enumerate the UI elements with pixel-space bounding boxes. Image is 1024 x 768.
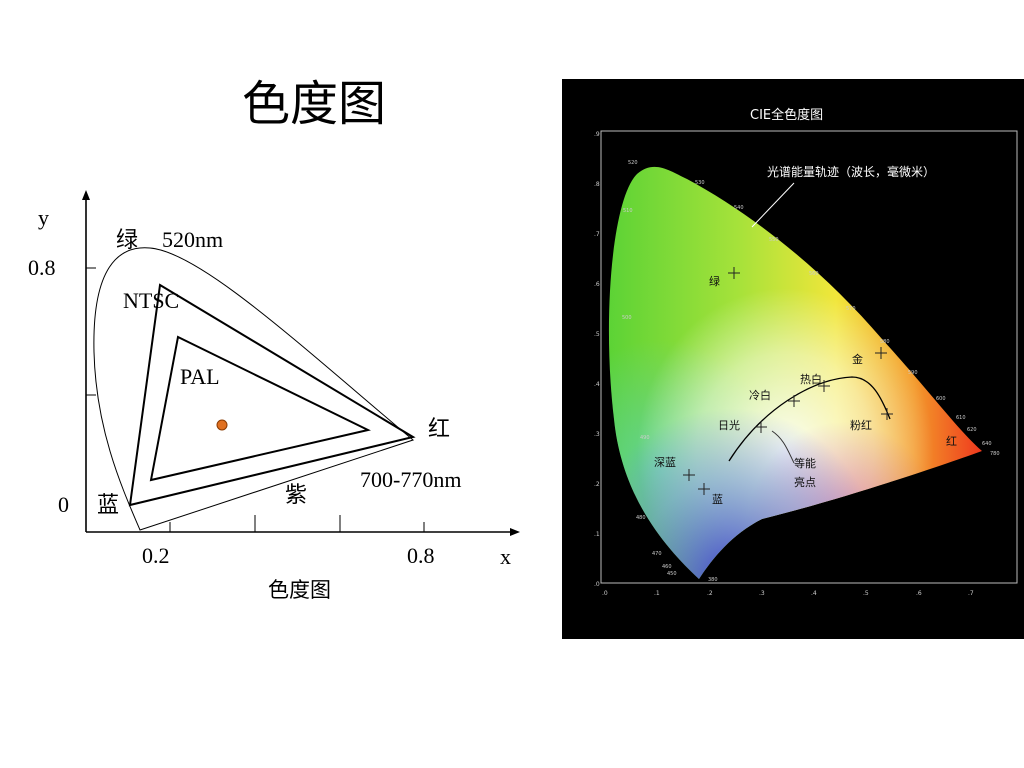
svg-text:.4: .4 <box>811 590 817 597</box>
cie-label-cool-white: 冷白 <box>749 388 771 402</box>
x-tick-label-0.8: 0.8 <box>407 543 435 568</box>
label-purple: 紫 <box>285 483 307 508</box>
diagram-caption: 色度图 <box>268 578 331 602</box>
svg-text:780: 780 <box>990 451 1000 457</box>
x-axis-arrow <box>510 528 520 536</box>
svg-text:640: 640 <box>982 441 992 447</box>
svg-text:.6: .6 <box>594 281 600 288</box>
cie-x-ticks: .0 .1 .2 .3 .4 .5 .6 .7 <box>602 590 974 597</box>
svg-text:530: 530 <box>695 180 705 186</box>
svg-text:.2: .2 <box>707 590 713 597</box>
label-red: 红 <box>428 417 450 442</box>
svg-text:.7: .7 <box>594 231 600 238</box>
svg-text:380: 380 <box>708 577 718 583</box>
svg-text:.5: .5 <box>594 331 600 338</box>
label-red-wavelength: 700-770nm <box>360 467 461 492</box>
cie-label-warm-white: 热白 <box>800 372 822 386</box>
cie-label-gold: 金 <box>852 352 863 366</box>
svg-text:.3: .3 <box>594 431 600 438</box>
svg-text:.9: .9 <box>594 131 600 138</box>
svg-text:.4: .4 <box>594 381 600 388</box>
svg-text:550: 550 <box>769 237 779 243</box>
label-green: 绿 <box>116 228 138 253</box>
cie-label-equal-energy-point: 亮点 <box>794 475 816 489</box>
svg-text:580: 580 <box>880 339 890 345</box>
label-blue: 蓝 <box>97 493 119 518</box>
svg-text:.8: .8 <box>594 181 600 188</box>
blackbody-curve <box>728 376 891 462</box>
svg-text:450: 450 <box>667 571 677 577</box>
svg-text:570: 570 <box>846 306 856 312</box>
cie-title: CIE全色度图 <box>750 107 823 123</box>
svg-text:480: 480 <box>636 515 646 521</box>
svg-text:470: 470 <box>652 551 662 557</box>
svg-text:.5: .5 <box>863 590 869 597</box>
cie-y-ticks: .9 .8 .7 .6 .5 .4 .3 .2 .1 .0 <box>594 131 600 588</box>
cie-reference-marks <box>683 267 893 495</box>
cie-color-labels: 绿 金 热白 冷白 日光 粉红 红 深蓝 蓝 等能 亮点 <box>654 274 957 506</box>
pal-triangle <box>149 335 371 482</box>
label-pal: PAL <box>180 364 220 389</box>
y-tick-label-0: 0 <box>58 492 69 517</box>
y-axis-label: y <box>38 205 49 230</box>
svg-text:460: 460 <box>662 564 672 570</box>
svg-text:.1: .1 <box>594 531 600 538</box>
white-point <box>216 419 228 431</box>
cie-label-deep-blue: 深蓝 <box>654 456 676 469</box>
svg-text:.0: .0 <box>602 590 608 597</box>
svg-text:.0: .0 <box>594 581 600 588</box>
svg-text:490: 490 <box>640 435 650 441</box>
cie-plot-frame <box>600 130 1018 584</box>
locus-label-leader <box>751 182 795 228</box>
svg-text:540: 540 <box>734 205 744 211</box>
svg-text:.2: .2 <box>594 481 600 488</box>
chromaticity-diagram: y 0.8 0 0.2 0.8 x 绿 520nm NTSC PAL 红 700… <box>28 190 520 602</box>
slide-title: 色度图 <box>242 76 387 132</box>
svg-text:620: 620 <box>967 427 977 433</box>
cie-label-red: 红 <box>946 435 957 448</box>
locus-label: 光谱能量轨迹（波长，毫微米） <box>767 164 935 179</box>
cie-label-pink-red: 粉红 <box>850 419 872 432</box>
label-green-wavelength: 520nm <box>162 227 223 252</box>
y-axis-arrow <box>82 190 90 200</box>
cie-label-green: 绿 <box>709 274 720 288</box>
svg-text:520: 520 <box>628 160 638 166</box>
cie-color-field <box>608 166 982 579</box>
svg-text:.7: .7 <box>968 590 974 597</box>
svg-text:590: 590 <box>908 370 918 376</box>
x-axis-label: x <box>500 544 511 569</box>
svg-text:.1: .1 <box>654 590 660 597</box>
svg-text:.6: .6 <box>916 590 922 597</box>
cie-chromaticity-photo: CIE全色度图 .9 .8 .7 .6 .5 .4 .3 .2 .1 .0 .0… <box>562 79 1024 639</box>
cie-label-daylight: 日光 <box>718 418 740 432</box>
y-tick-label-0.8: 0.8 <box>28 255 56 280</box>
cie-label-equal-energy: 等能 <box>794 456 816 470</box>
svg-text:610: 610 <box>956 415 966 421</box>
x-tick-label-0.2: 0.2 <box>142 543 170 568</box>
svg-text:510: 510 <box>623 208 633 214</box>
svg-text:500: 500 <box>622 315 632 321</box>
cie-wavelength-labels: 520 530 540 550 560 570 580 590 600 610 … <box>622 160 1000 583</box>
cie-label-blue: 蓝 <box>712 493 723 506</box>
svg-text:600: 600 <box>936 396 946 402</box>
svg-text:560: 560 <box>809 271 819 277</box>
equal-energy-leader <box>771 430 795 464</box>
spectral-locus <box>93 247 415 531</box>
svg-text:.3: .3 <box>759 590 765 597</box>
label-ntsc: NTSC <box>123 288 179 313</box>
ntsc-triangle <box>128 283 416 507</box>
